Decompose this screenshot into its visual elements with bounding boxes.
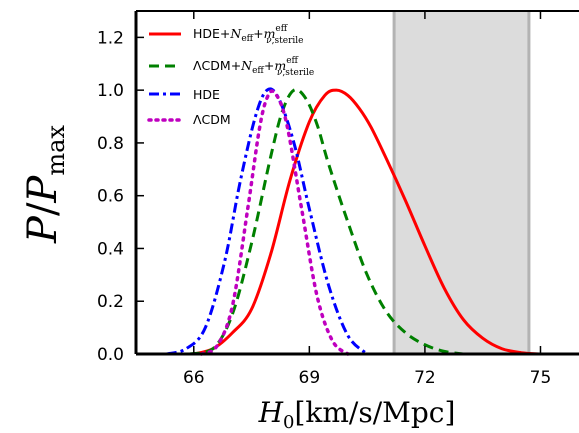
x-tick-label: 72 — [414, 368, 436, 388]
svg-text:H0[km/s/Mpc]: H0[km/s/Mpc] — [258, 396, 456, 433]
y-tick-label: 0.6 — [97, 187, 124, 207]
y-tick-label: 0.8 — [97, 134, 124, 154]
y-tick-label: 0.4 — [97, 239, 124, 259]
svg-text:ΛCDM+Neff+meff: ΛCDM+Neff+meff — [193, 56, 299, 76]
y-tick-label: 0.0 — [97, 345, 124, 365]
svg-text:P/Pmax: P/Pmax — [20, 125, 70, 244]
series-hde-neff — [193, 88, 541, 356]
series-hde — [166, 87, 369, 356]
x-axis-title: H0[km/s/Mpc] — [258, 396, 456, 433]
shaded-band-layer — [392, 11, 531, 354]
svg-text:ν,sterile: ν,sterile — [277, 68, 314, 78]
y-tick-label: 1.0 — [97, 81, 124, 101]
ticks-layer: 66 69 72 75 0.0 0.2 0.4 0.6 0.8 1.0 1.2 — [97, 11, 551, 388]
h0-measurement-band — [394, 11, 529, 354]
axes-layer — [134, 10, 579, 356]
x-tick-label: 69 — [299, 368, 321, 388]
series-layer — [166, 87, 541, 356]
y-tick-label: 1.2 — [97, 28, 124, 48]
svg-text:HDE+Neff+meff: HDE+Neff+meff — [193, 24, 288, 44]
x-tick-label: 75 — [530, 368, 552, 388]
series-lcdm-neff — [189, 88, 464, 356]
legend-label-hde: HDE — [193, 87, 220, 102]
x-tick-label: 66 — [183, 368, 205, 388]
y-axis-title: P/Pmax — [20, 125, 70, 244]
svg-text:ν,sterile: ν,sterile — [266, 36, 303, 46]
series-lcdm — [199, 89, 350, 356]
legend-label-lcdm: ΛCDM — [193, 112, 231, 127]
y-tick-label: 0.2 — [97, 292, 124, 312]
